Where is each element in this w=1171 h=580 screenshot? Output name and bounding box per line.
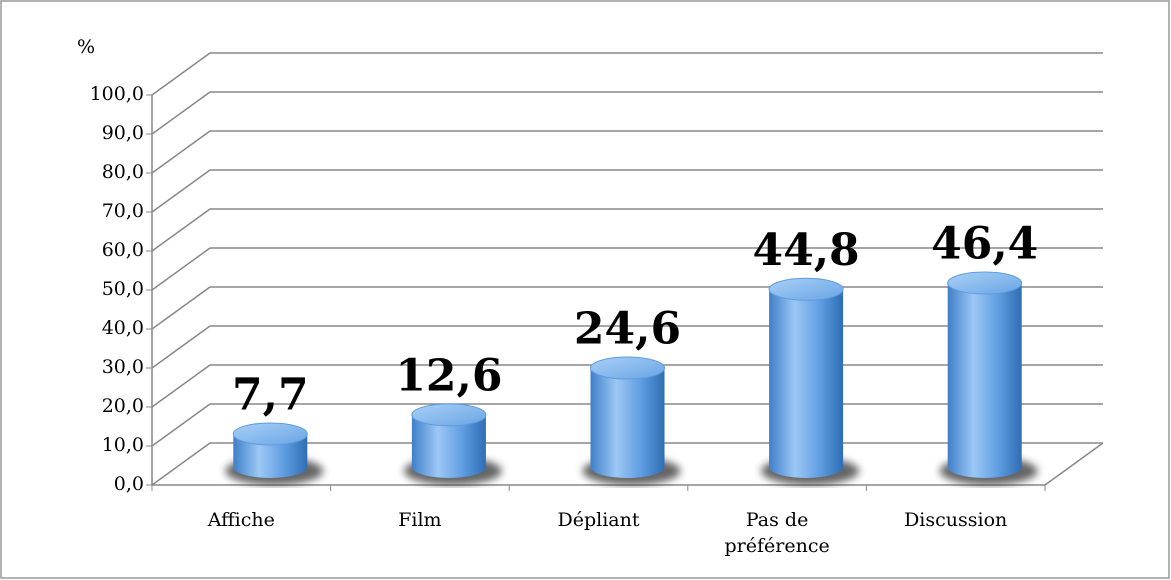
- y-tick-label: 10,0: [102, 434, 144, 456]
- grid-diagonal: [151, 364, 211, 408]
- bar-top: [768, 277, 844, 301]
- grid-diagonal: [151, 52, 211, 96]
- x-tick-label: Film: [398, 509, 442, 531]
- y-tick-label: 60,0: [102, 239, 144, 261]
- grid-diagonal: [151, 169, 211, 213]
- bar: [947, 283, 1022, 479]
- bar: [233, 433, 308, 479]
- grid-diagonal: [151, 208, 211, 252]
- floor-edge: [1044, 442, 1104, 486]
- value-label: 24,6: [574, 304, 681, 355]
- bar: [769, 289, 844, 479]
- x-tick-label: Pas de préférence: [724, 509, 830, 557]
- bar-top: [232, 422, 308, 446]
- y-tick-label: 0,0: [114, 473, 144, 495]
- grid-diagonal: [151, 286, 211, 330]
- y-tick-label: 100,0: [90, 83, 144, 105]
- grid-diagonal: [151, 325, 211, 369]
- grid-diagonal: [151, 130, 211, 174]
- bar-top: [590, 356, 665, 380]
- grid-diagonal: [151, 91, 211, 135]
- bar: [590, 368, 665, 478]
- value-label: 44,8: [753, 225, 860, 276]
- grid-diagonal: [151, 247, 211, 291]
- x-tick-label: Dépliant: [557, 509, 640, 531]
- bar-top: [947, 271, 1023, 295]
- grid-diagonal: [151, 442, 211, 486]
- bar: [411, 414, 486, 479]
- y-tick-label: 40,0: [102, 317, 144, 339]
- y-axis-label: %: [77, 36, 95, 58]
- value-label: 7,7: [232, 369, 309, 420]
- grid-diagonal: [151, 403, 211, 447]
- bar-top: [411, 403, 487, 427]
- y-tick-label: 80,0: [102, 161, 144, 183]
- y-tick-label: 30,0: [102, 356, 144, 378]
- value-label: 12,6: [395, 350, 502, 401]
- x-tick-label: Affiche: [207, 509, 275, 531]
- x-tick-label: Discussion: [904, 509, 1008, 531]
- y-tick-label: 90,0: [102, 122, 144, 144]
- y-tick-label: 70,0: [102, 200, 144, 222]
- y-tick-label: 20,0: [102, 395, 144, 417]
- y-tick-label: 50,0: [102, 278, 144, 300]
- value-label: 46,4: [931, 219, 1038, 270]
